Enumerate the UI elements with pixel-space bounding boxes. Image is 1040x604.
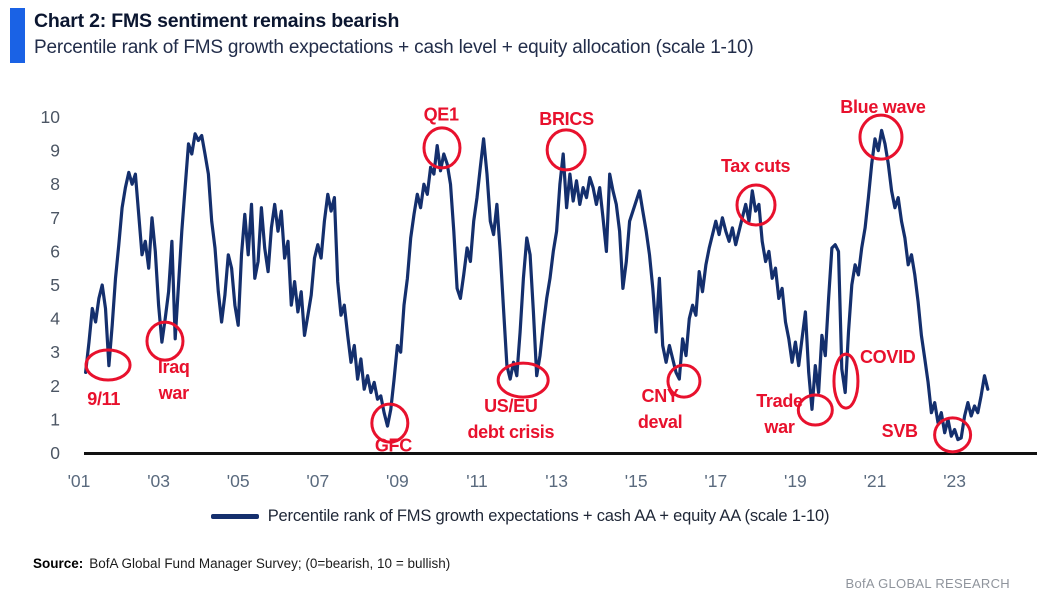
- y-axis-tick-label: 8: [50, 174, 60, 194]
- annotation-circle: [832, 352, 860, 410]
- x-axis-tick-label: '17: [704, 471, 727, 491]
- x-axis-tick-label: '05: [227, 471, 250, 491]
- annotation-circle: [145, 320, 185, 362]
- x-axis-tick-label: '15: [625, 471, 648, 491]
- chart-subtitle: Percentile rank of FMS growth expectatio…: [34, 37, 754, 58]
- source-prefix: Source:: [33, 556, 84, 571]
- sentiment-line: [83, 128, 990, 442]
- annotation-circle: [796, 393, 834, 427]
- annotation-circle: [933, 416, 973, 454]
- x-axis-tick-label: '03: [147, 471, 170, 491]
- annotation-circle: [858, 113, 904, 161]
- annotation-label: Blue wave: [840, 97, 926, 117]
- x-axis-tick-label: '13: [545, 471, 568, 491]
- annotation-circle: [84, 348, 132, 382]
- y-axis-tick-label: 1: [50, 409, 60, 429]
- annotation-label: GFC: [375, 435, 412, 455]
- annotation-label: Tax cuts: [721, 156, 791, 176]
- annotation-label: 9/11: [87, 389, 120, 409]
- x-axis-tick-label: '07: [306, 471, 329, 491]
- annotation-circle: [735, 183, 777, 227]
- annotation-label: COVID: [860, 347, 916, 367]
- x-axis-tick-label: '21: [864, 471, 887, 491]
- legend: Percentile rank of FMS growth expectatio…: [0, 507, 1040, 526]
- y-axis-tick-label: 10: [41, 107, 61, 127]
- annotation-label: CNY deval: [638, 386, 683, 432]
- source-note: Source: BofA Global Fund Manager Survey; …: [33, 556, 450, 571]
- x-axis-tick-label: '23: [943, 471, 966, 491]
- y-axis-tick-label: 7: [50, 208, 60, 228]
- y-axis-tick-label: 9: [50, 141, 60, 161]
- annotation-circle: [496, 361, 550, 399]
- annotation-circle: [370, 402, 410, 444]
- research-brand: BofA GLOBAL RESEARCH: [845, 576, 1010, 591]
- x-axis-tick-label: '01: [68, 471, 91, 491]
- y-axis-tick-label: 3: [50, 342, 60, 362]
- annotation-label: US/EU debt crisis: [467, 396, 554, 442]
- annotation-label: Trade war: [756, 391, 803, 437]
- legend-label: Percentile rank of FMS growth expectatio…: [267, 507, 830, 525]
- annotation-circle: [666, 363, 702, 399]
- chart-header: Chart 2: FMS sentiment remains bearish P…: [10, 8, 754, 63]
- annotation-label: SVB: [882, 421, 918, 441]
- y-axis-tick-label: 5: [50, 275, 60, 295]
- chart-title: Chart 2: FMS sentiment remains bearish: [34, 10, 400, 32]
- annotation-circle: [545, 128, 587, 172]
- x-axis-tick-label: '11: [466, 471, 488, 491]
- y-axis-tick-label: 6: [50, 241, 60, 261]
- y-axis-tick-label: 0: [50, 443, 60, 463]
- y-axis-tick-label: 4: [50, 309, 60, 329]
- annotation-circle: [422, 126, 462, 170]
- annotation-label: Iraq war: [158, 357, 190, 403]
- accent-bar: [10, 8, 25, 63]
- annotation-label: QE1: [424, 104, 459, 124]
- source-text: BofA Global Fund Manager Survey; (0=bear…: [89, 556, 451, 571]
- x-axis-tick-label: '09: [386, 471, 409, 491]
- y-axis-tick-label: 2: [50, 376, 60, 396]
- x-axis-tick-label: '19: [784, 471, 807, 491]
- annotation-label: BRICS: [539, 109, 594, 129]
- legend-line-swatch: [210, 514, 259, 519]
